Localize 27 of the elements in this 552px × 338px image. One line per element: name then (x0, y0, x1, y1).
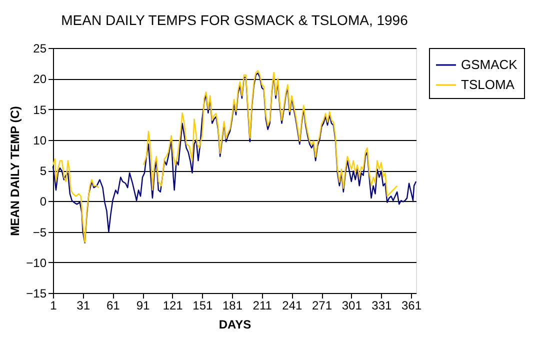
x-tick-label: 211 (252, 298, 272, 312)
x-tick-label: 121 (162, 298, 184, 312)
x-axis-title: DAYS (218, 318, 252, 332)
y-tick-label: 25 (33, 42, 47, 56)
y-tick-label: 0 (40, 194, 47, 209)
x-tick-label: 241 (282, 298, 303, 312)
legend-label: TSLOMA (461, 77, 515, 92)
x-tick-label: 151 (192, 298, 214, 312)
x-tick-label: 61 (106, 298, 120, 312)
y-tick-label: −15 (26, 286, 47, 300)
x-tick-label: 1 (50, 298, 58, 312)
x-tick-label: 181 (222, 298, 243, 312)
x-tick-label: 91 (136, 298, 150, 312)
x-tick-label: 31 (76, 298, 90, 312)
x-tick-label: 271 (312, 298, 332, 312)
y-tick-label: 5 (40, 164, 47, 178)
legend-label: GSMACK (461, 57, 518, 72)
y-tick-label: −10 (26, 256, 47, 270)
x-tick-label: 361 (402, 298, 422, 312)
y-tick-label: 10 (33, 133, 47, 148)
y-tick-label: −5 (32, 225, 47, 240)
x-tick-label: 331 (372, 298, 392, 312)
x-tick-label: 301 (342, 298, 362, 312)
y-tick-label: 15 (33, 102, 47, 117)
y-tick-label: 20 (33, 72, 47, 86)
y-axis-title: MEAN DAILY TEMP (C) (8, 106, 22, 236)
chart-title: MEAN DAILY TEMPS FOR GSMACK & TSLOMA, 1996 (61, 12, 408, 28)
